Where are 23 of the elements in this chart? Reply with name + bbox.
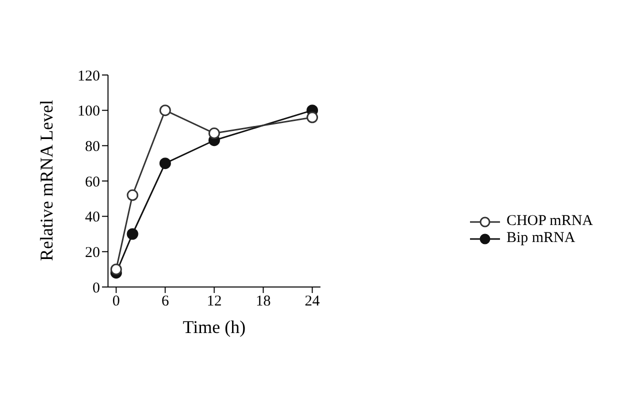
legend-label: Bip mRNA (506, 230, 576, 247)
point (110, 264, 122, 276)
x-tick-label: 24 (304, 294, 320, 310)
point (126, 189, 138, 201)
point (306, 112, 318, 124)
y-tick-label: 40 (85, 210, 100, 226)
x-tick-label: 18 (256, 294, 271, 310)
y-tick-label: 100 (78, 104, 100, 120)
y-tick-label: 20 (85, 244, 100, 261)
x-axis-title: Time (h) (182, 317, 246, 337)
y-tick-label: 80 (85, 138, 100, 155)
point (208, 128, 220, 140)
x-tick-label: 0 (112, 294, 120, 310)
legend-label: CHOP mRNA (506, 213, 593, 230)
point (159, 158, 171, 170)
point (159, 104, 171, 116)
point (126, 228, 138, 240)
x-tick-label: 12 (206, 294, 222, 310)
y-tick-label: 60 (85, 174, 100, 190)
y-axis-title: Relative mRNA Level (36, 100, 56, 261)
y-tick-label: 0 (92, 280, 100, 296)
x-tick-label: 6 (161, 294, 170, 310)
y-tick-label: 120 (78, 68, 100, 84)
